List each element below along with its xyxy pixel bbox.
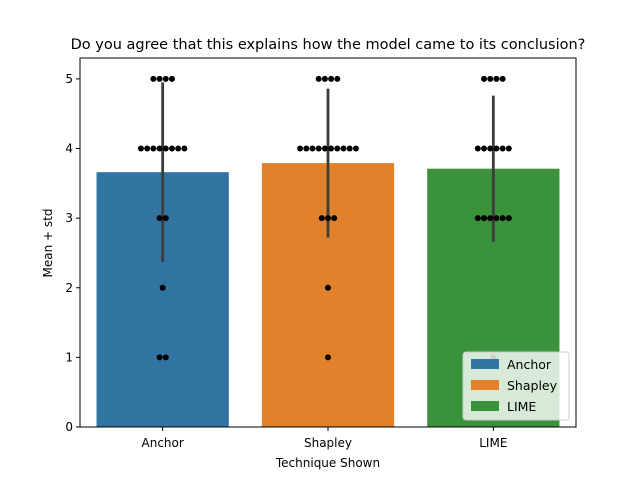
legend-swatch-shapley: [471, 380, 499, 390]
legend-label-anchor: Anchor: [507, 357, 552, 372]
point-lime: [487, 75, 494, 82]
y-tick-label: 1: [65, 350, 73, 364]
errorbars-layer: [161, 82, 495, 262]
point-lime: [505, 145, 512, 152]
y-axis-label: Mean + std: [41, 209, 55, 278]
point-anchor: [181, 145, 188, 152]
point-shapley: [297, 145, 304, 152]
legend-swatch-lime: [471, 401, 499, 411]
point-shapley: [321, 75, 328, 82]
legend-label-lime: LIME: [507, 399, 536, 414]
point-shapley: [325, 215, 331, 222]
point-lime: [481, 145, 488, 152]
point-anchor: [168, 145, 175, 152]
y-tick-label: 5: [65, 72, 73, 86]
point-shapley: [334, 145, 341, 152]
x-axis-label: Technique Shown: [275, 456, 380, 470]
chart-title: Do you agree that this explains how the …: [71, 37, 586, 53]
point-shapley: [325, 284, 331, 291]
legend-label-shapley: Shapley: [507, 378, 558, 393]
point-anchor: [150, 75, 157, 82]
point-anchor: [137, 145, 144, 152]
point-anchor: [162, 215, 169, 222]
point-anchor: [159, 284, 166, 291]
point-shapley: [328, 145, 335, 152]
point-anchor: [162, 75, 169, 82]
point-anchor: [156, 215, 163, 222]
point-lime: [499, 75, 506, 82]
point-lime: [474, 145, 481, 152]
point-anchor: [175, 145, 182, 152]
point-shapley: [325, 354, 331, 361]
x-axis: Anchor Shapley LIME: [142, 427, 507, 450]
point-lime: [493, 215, 500, 222]
point-shapley: [309, 145, 316, 152]
point-lime: [474, 215, 481, 222]
point-lime: [499, 215, 506, 222]
point-anchor: [150, 145, 157, 152]
point-lime: [487, 215, 494, 222]
point-anchor: [168, 75, 175, 82]
legend-swatch-anchor: [471, 359, 499, 369]
point-anchor: [156, 354, 163, 361]
y-tick-label: 2: [65, 281, 73, 295]
point-anchor: [162, 354, 169, 361]
point-shapley: [334, 75, 341, 82]
y-tick-label: 0: [65, 420, 73, 434]
point-anchor: [162, 145, 169, 152]
point-shapley: [315, 145, 322, 152]
x-tick-label: Anchor: [142, 436, 184, 450]
point-lime: [481, 75, 488, 82]
point-anchor: [156, 145, 163, 152]
point-shapley: [315, 75, 322, 82]
points-layer: [137, 75, 512, 361]
point-lime: [493, 75, 500, 82]
point-shapley: [340, 145, 347, 152]
y-axis: 0 1 2 3 4 5: [65, 72, 80, 434]
point-shapley: [331, 215, 338, 222]
point-anchor: [144, 145, 151, 152]
point-lime: [493, 145, 500, 152]
point-lime: [499, 145, 506, 152]
x-tick-label: Shapley: [304, 436, 352, 450]
legend: Anchor Shapley LIME: [462, 351, 570, 421]
y-tick-label: 3: [65, 211, 73, 225]
point-shapley: [352, 145, 359, 152]
point-shapley: [321, 145, 328, 152]
point-lime: [505, 215, 512, 222]
point-lime: [487, 145, 494, 152]
x-tick-label: LIME: [479, 436, 507, 450]
point-anchor: [156, 75, 163, 82]
point-shapley: [303, 145, 310, 152]
point-shapley: [346, 145, 353, 152]
y-tick-label: 4: [65, 142, 73, 156]
point-shapley: [318, 215, 325, 222]
point-shapley: [328, 75, 335, 82]
point-lime: [481, 215, 488, 222]
